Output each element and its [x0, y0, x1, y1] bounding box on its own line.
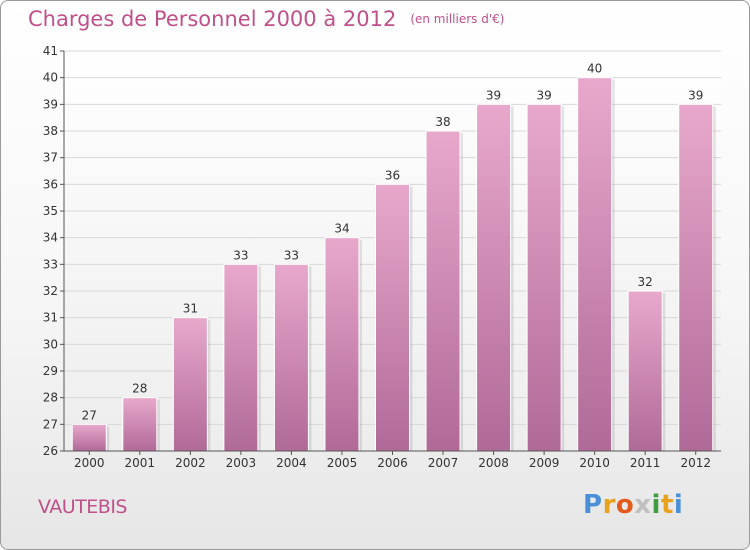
y-tick-label: 30: [43, 337, 58, 351]
logo-letter: t: [660, 490, 674, 520]
x-tick-label: 2002: [175, 456, 206, 470]
bar: [678, 103, 714, 452]
bar: [223, 263, 259, 452]
x-tick-label: 2010: [579, 456, 610, 470]
bar: [526, 103, 562, 452]
bar: [375, 183, 410, 452]
y-tick-label: 32: [43, 284, 58, 298]
logo-letter: i: [651, 490, 661, 520]
x-tick-labels: 2000 2001 2002 2003 2004 2005 2006 2007 2008 2009…: [74, 456, 711, 470]
proxiti-logo: Proxiti: [583, 490, 683, 520]
x-tick-label: 2004: [276, 456, 307, 470]
data-label: 36: [385, 168, 400, 182]
bar: [122, 397, 158, 452]
logo-letter: o: [615, 490, 635, 520]
chart-title: Charges de Personnel 2000 à 2012 (en mill…: [28, 7, 504, 31]
chart-title-text: Charges de Personnel 2000 à 2012: [28, 7, 397, 31]
logo-letter: x: [634, 490, 652, 520]
bar: [324, 237, 360, 452]
data-label: 40: [587, 62, 602, 76]
y-tick-label: 37: [43, 151, 58, 165]
logo-letter: r: [602, 490, 616, 520]
y-tick-label: 34: [43, 231, 58, 245]
y-tick-label: 33: [43, 257, 58, 271]
bar: [627, 290, 663, 452]
x-tick-label: 2003: [226, 456, 257, 470]
place-name: VAUTEBIS: [38, 496, 128, 518]
bar: [71, 423, 107, 452]
data-label: 33: [284, 248, 299, 262]
y-tick-label: 36: [43, 177, 58, 191]
bar: [476, 103, 512, 452]
data-label: 39: [486, 88, 501, 102]
bar: [172, 317, 208, 452]
x-tick-label: 2008: [478, 456, 509, 470]
x-tick-label: 2005: [327, 456, 358, 470]
x-tick-label: 2001: [125, 456, 156, 470]
logo-letter: i: [673, 490, 684, 520]
data-labels: 27 28 31 33 33 34 36 38 39 39 40 32 39: [82, 62, 704, 423]
x-tick-label: 2007: [428, 456, 459, 470]
bar: [577, 77, 613, 452]
y-tick-label: 31: [43, 311, 58, 325]
bars-group: [71, 77, 716, 452]
y-tick-label: 39: [43, 97, 58, 111]
axes-group: [60, 50, 721, 455]
y-tick-labels: 26 27 28 29 30 31 32 33 34 35 36 37 38 39 40 41: [43, 44, 58, 458]
data-label: 31: [183, 302, 198, 316]
x-tick-label: 2000: [74, 456, 105, 470]
x-tick-label: 2011: [630, 456, 661, 470]
y-tick-label: 35: [43, 204, 58, 218]
bar: [425, 130, 461, 452]
bar: [273, 263, 309, 452]
data-label: 39: [688, 88, 703, 102]
data-label: 39: [536, 88, 551, 102]
data-label: 33: [233, 248, 248, 262]
logo-letter: P: [583, 490, 603, 520]
x-tick-label: 2006: [377, 456, 408, 470]
data-label: 34: [334, 222, 349, 236]
y-tick-label: 28: [43, 391, 58, 405]
x-tick-label: 2012: [680, 456, 711, 470]
y-tick-label: 41: [43, 44, 58, 58]
data-label: 38: [435, 115, 450, 129]
data-label: 32: [638, 275, 653, 289]
x-tick-label: 2009: [529, 456, 560, 470]
y-tick-label: 26: [43, 444, 58, 458]
y-tick-label: 27: [43, 417, 58, 431]
y-tick-label: 40: [43, 71, 58, 85]
chart-unit: (en milliers d'€): [410, 12, 505, 26]
data-label: 28: [132, 382, 147, 396]
y-tick-label: 29: [43, 364, 58, 378]
data-label: 27: [82, 408, 97, 422]
y-tick-label: 38: [43, 124, 58, 138]
